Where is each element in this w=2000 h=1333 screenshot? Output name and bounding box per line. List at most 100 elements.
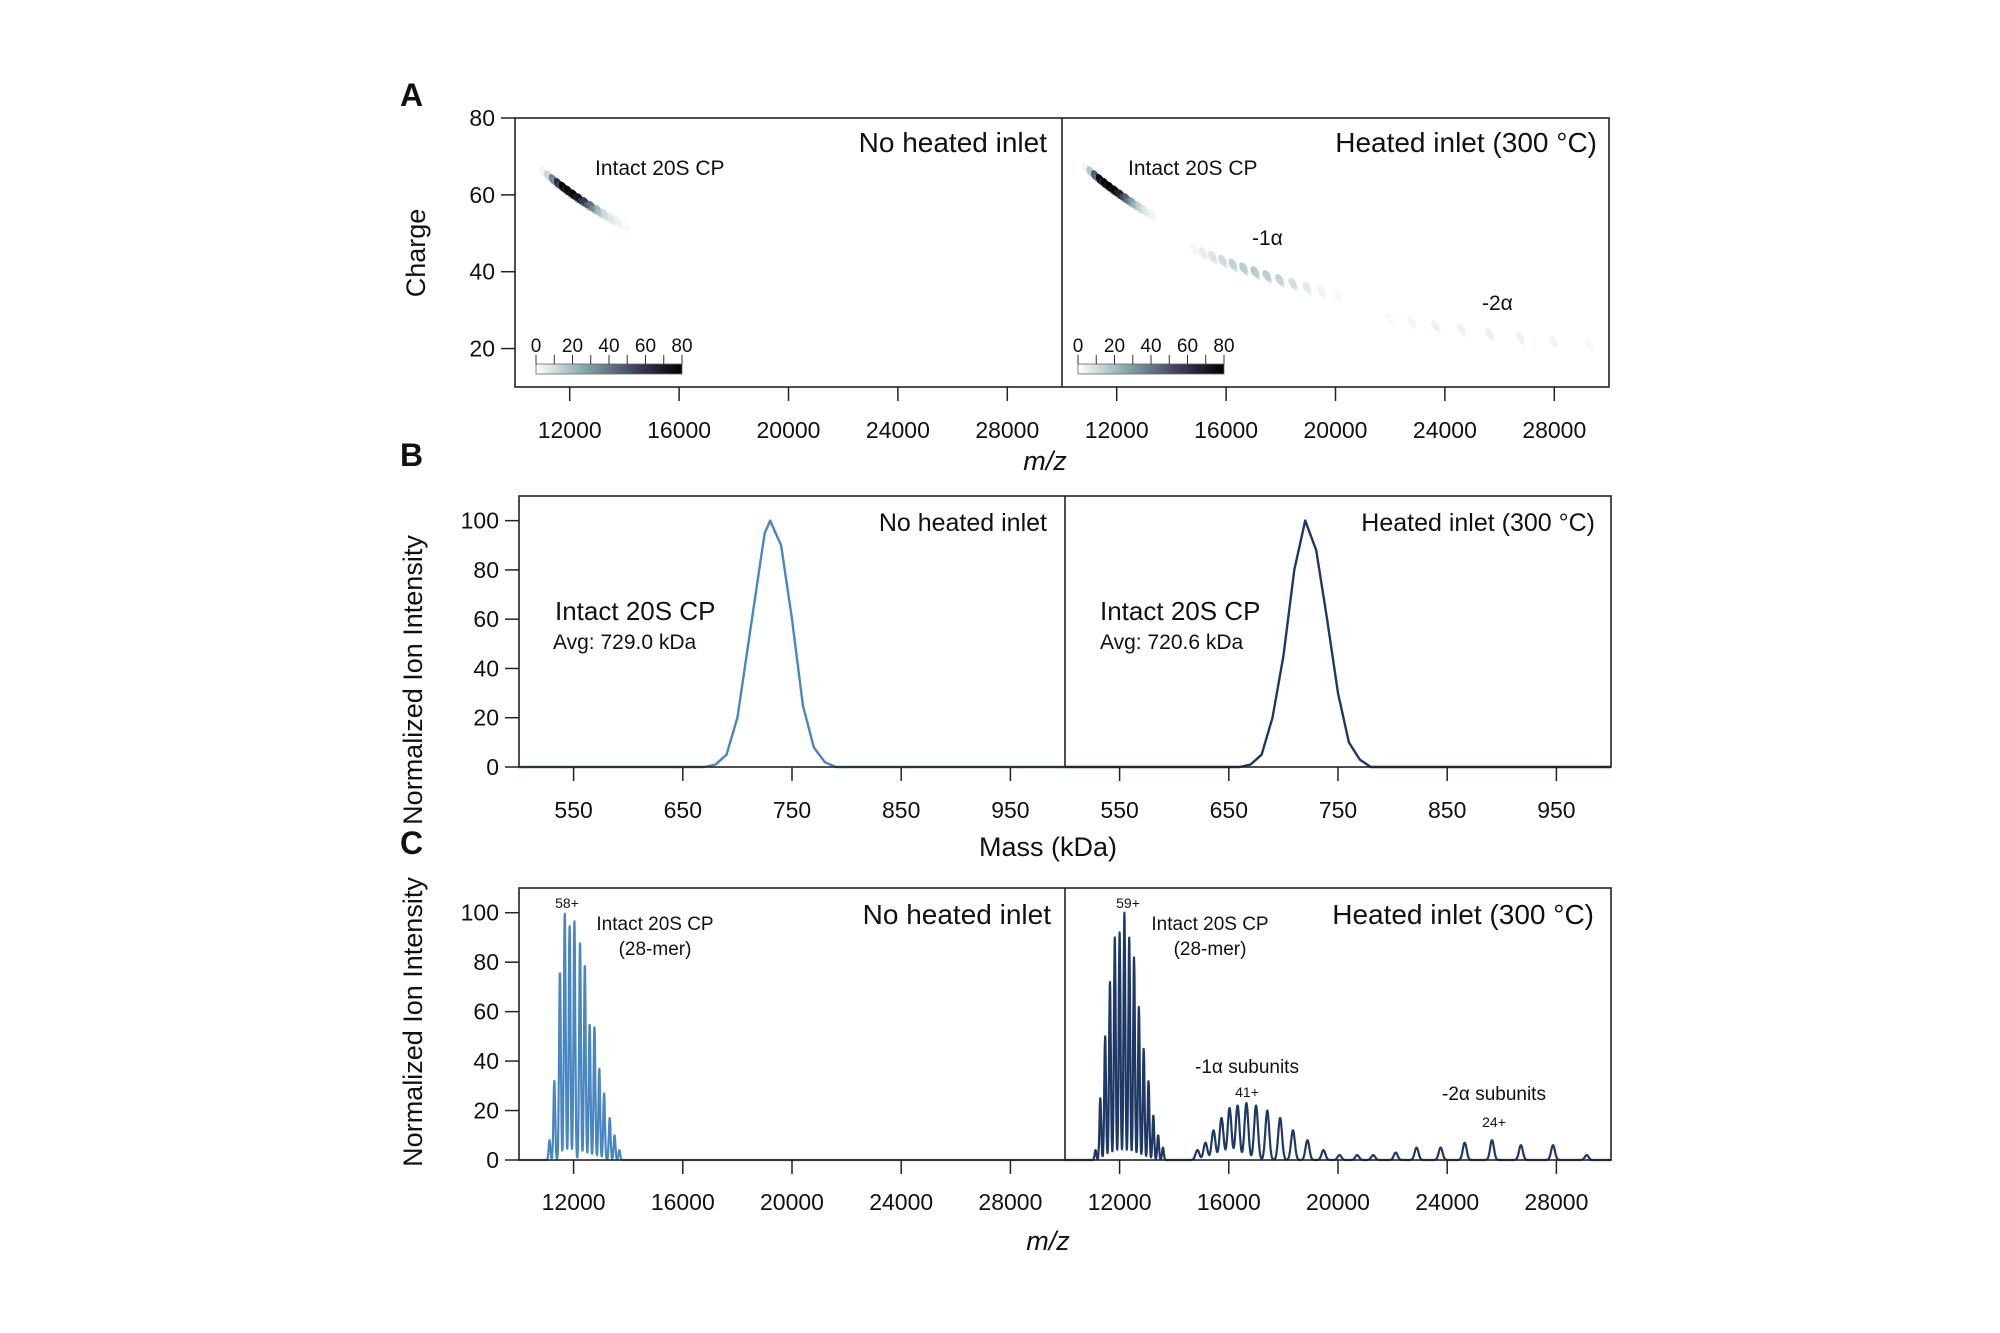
heatmap-cell [1551,339,1559,349]
panel-c: 12000 16000 20000 24000 28000 12000 16000 20000… [461,887,1612,1256]
y-axis-label: Charge [401,209,431,298]
x-tick-label: 24000 [1413,417,1477,443]
spectrum-line-heated [1064,911,1612,1162]
charge-label-58: 58+ [555,895,579,911]
x-tick-label: 20000 [760,1189,824,1215]
x-tick-label: 16000 [1194,417,1258,443]
series-line-no-heat [519,519,1065,769]
y-tick-label: 80 [473,949,499,975]
heatmap-cell [1220,259,1228,269]
charge-label-24: 24+ [1482,1114,1506,1130]
y-tick-label: 20 [473,1098,499,1124]
heatmap-cell [623,224,631,234]
heatmap-cell [1460,328,1467,338]
colorbar-tick-label: 0 [531,336,542,357]
charge-label-59: 59+ [1116,895,1140,911]
annotation-minus-2-alpha: -2α [1482,292,1513,315]
panel-title-heated: Heated inlet (300 °C) [1335,127,1597,158]
x-tick-label: 16000 [651,1189,715,1215]
charge-label-41: 41+ [1235,1084,1259,1100]
panel-title-no-heat: No heated inlet [863,899,1052,930]
panel-b: 550 650 750 850 950 550 650 750 850 950 0 20 40 60 80 1… [461,495,1612,862]
x-tick-label: 24000 [869,1189,933,1215]
heatmap-cell [1387,316,1395,326]
avg-mass-heated: Avg: 720.6 kDa [1100,631,1244,654]
x-tick-label: 950 [1537,797,1575,823]
x-tick-label: 12000 [542,1189,606,1215]
x-tick-label: 24000 [1415,1189,1479,1215]
heatmap-cell [616,220,623,230]
x-tick-label: 20000 [1304,417,1368,443]
y-tick-label: 40 [469,259,495,285]
x-tick-label: 12000 [1085,417,1149,443]
series-line-heated [1065,519,1611,769]
heatmap-cell [1305,286,1312,296]
y-axis-label-b: Normalized Ion Intensity [398,535,428,825]
colorbar-tick-label: 20 [562,336,583,357]
colorbars: 0 20 40 60 80 0 20 40 60 80 [531,336,1235,375]
x-tick-label: 28000 [1524,1189,1588,1215]
heatmap-cell [1410,320,1417,330]
annotation-intact: Intact 20S CP [595,157,725,180]
y-tick-label: 40 [473,1048,499,1074]
x-tick-label: 650 [664,797,702,823]
heatmap-cell [1588,343,1595,353]
y-tick-label: 60 [473,606,499,632]
y-tick-label: 20 [469,336,495,362]
x-tick-label: 650 [1210,797,1248,823]
x-tick-label: 750 [773,797,811,823]
y-tick-label: 0 [486,1147,499,1173]
panel-a: 12000 16000 20000 24000 28000 12000 16000 20000… [401,105,1610,476]
x-tick-label: 28000 [1522,417,1586,443]
panel-letter-c: C [400,825,423,861]
y-tick-label: 60 [469,182,495,208]
panel-title-heated: Heated inlet (300 °C) [1361,509,1595,537]
spectrum-line-no-heat [518,912,1066,1162]
annotation-minus-1-alpha: -1α [1252,227,1283,250]
annotation-minus-1-alpha: -1α subunits [1195,1057,1299,1078]
x-tick-label: 16000 [1197,1189,1261,1215]
heatmap-cell [1488,332,1495,342]
heatmap-cell [1253,270,1261,280]
x-tick-label: 750 [1319,797,1357,823]
annotation-28-mer: (28-mer) [619,939,692,960]
heatmap-cell [1518,336,1526,346]
x-tick-label: 24000 [866,417,930,443]
annotation-intact: Intact 20S CP [1128,157,1258,180]
colorbar-tick-label: 20 [1104,336,1125,357]
y-tick-label: 0 [486,754,499,780]
annotation-minus-2-alpha: -2α subunits [1442,1084,1546,1105]
axes: 12000 16000 20000 24000 28000 12000 16000 20000… [469,105,1586,443]
panel-letter-b: B [400,437,423,473]
x-tick-label: 550 [554,797,592,823]
colorbar-tick-label: 80 [671,336,692,357]
x-tick-label: 20000 [757,417,821,443]
heatmap-cell [1265,274,1273,284]
panel-letter-a: A [400,77,423,113]
y-tick-label: 80 [473,557,499,583]
heatmap-cell [1242,266,1249,276]
x-tick-label: 12000 [538,417,602,443]
annotation-28-mer: (28-mer) [1174,939,1247,960]
x-tick-label: 850 [882,797,920,823]
heatmap-cell [1211,255,1218,265]
colorbar [535,363,683,375]
x-tick-label: 28000 [975,417,1039,443]
x-tick-label: 28000 [978,1189,1042,1215]
axes: 550 650 750 850 950 550 650 750 850 950 0 20 40 60 80 1… [461,508,1576,823]
heatmap-cell [1149,213,1157,223]
line-marks [519,519,1611,769]
colorbar-tick-label: 40 [1140,336,1161,357]
y-tick-label: 20 [473,705,499,731]
x-axis-label: m/z [1026,1226,1070,1256]
x-axis-label: m/z [1023,446,1067,476]
heatmap-cell [1278,278,1285,288]
panel-title-no-heat: No heated inlet [859,127,1048,158]
heatmap-cell [609,216,617,226]
heatmap-cell [1192,247,1200,257]
y-tick-label: 60 [473,999,499,1025]
y-axis-label-c: Normalized Ion Intensity [398,877,428,1167]
y-tick-label: 100 [461,900,499,926]
x-tick-label: 16000 [647,417,711,443]
heatmap-cell [1231,262,1238,272]
